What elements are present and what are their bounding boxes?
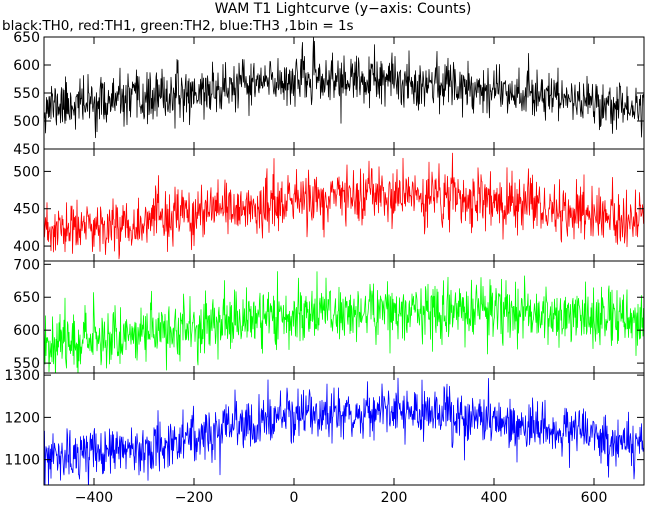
y-tick-label: 550 xyxy=(13,356,40,372)
y-tick-label: 1300 xyxy=(4,368,40,384)
panel-frame xyxy=(43,372,645,486)
x-tick-label: 200 xyxy=(381,490,408,505)
x-axis: −400 −200 0 200 400 600 xyxy=(75,490,608,505)
y-tick-label: 450 xyxy=(13,142,40,158)
y-tick-label: 600 xyxy=(13,323,40,339)
x-tick-label: −200 xyxy=(175,490,213,505)
y-tick-label: 650 xyxy=(13,290,40,306)
series-line-th3 xyxy=(44,377,644,485)
chart-title: WAM T1 Lightcurve (y−axis: Counts) xyxy=(215,1,472,17)
y-tick-label: 500 xyxy=(13,114,40,130)
y-tick-label: 1200 xyxy=(4,410,40,426)
y-tick-label: 550 xyxy=(13,86,40,102)
panel-th0: 450 500 550 600 650 xyxy=(13,30,645,158)
x-tick-label: 600 xyxy=(581,490,608,505)
y-tick-label: 700 xyxy=(13,257,40,273)
x-tick-label: −400 xyxy=(75,490,113,505)
chart-subtitle: black:TH0, red:TH1, green:TH2, blue:TH3 … xyxy=(2,18,354,34)
panel-th1: 400 450 500 xyxy=(13,148,645,262)
y-tick-label: 500 xyxy=(13,164,40,180)
y-tick-label: 600 xyxy=(13,58,40,74)
y-tick-label: 450 xyxy=(13,202,40,218)
panel-th3: 1100 1200 1300 xyxy=(4,368,645,486)
x-tick-label: 0 xyxy=(290,490,299,505)
series-line-th2 xyxy=(44,271,644,373)
series-line-th0 xyxy=(44,37,644,139)
y-tick-label: 650 xyxy=(13,30,40,46)
panels-group: 450 500 550 600 650 400 450 500 550 600 650 700 1100… xyxy=(4,30,645,486)
x-tick-label: 400 xyxy=(481,490,508,505)
y-tick-label: 400 xyxy=(13,239,40,255)
y-tick-label: 1100 xyxy=(4,453,40,469)
panel-th2: 550 600 650 700 xyxy=(13,257,645,374)
series-line-th1 xyxy=(44,152,644,260)
